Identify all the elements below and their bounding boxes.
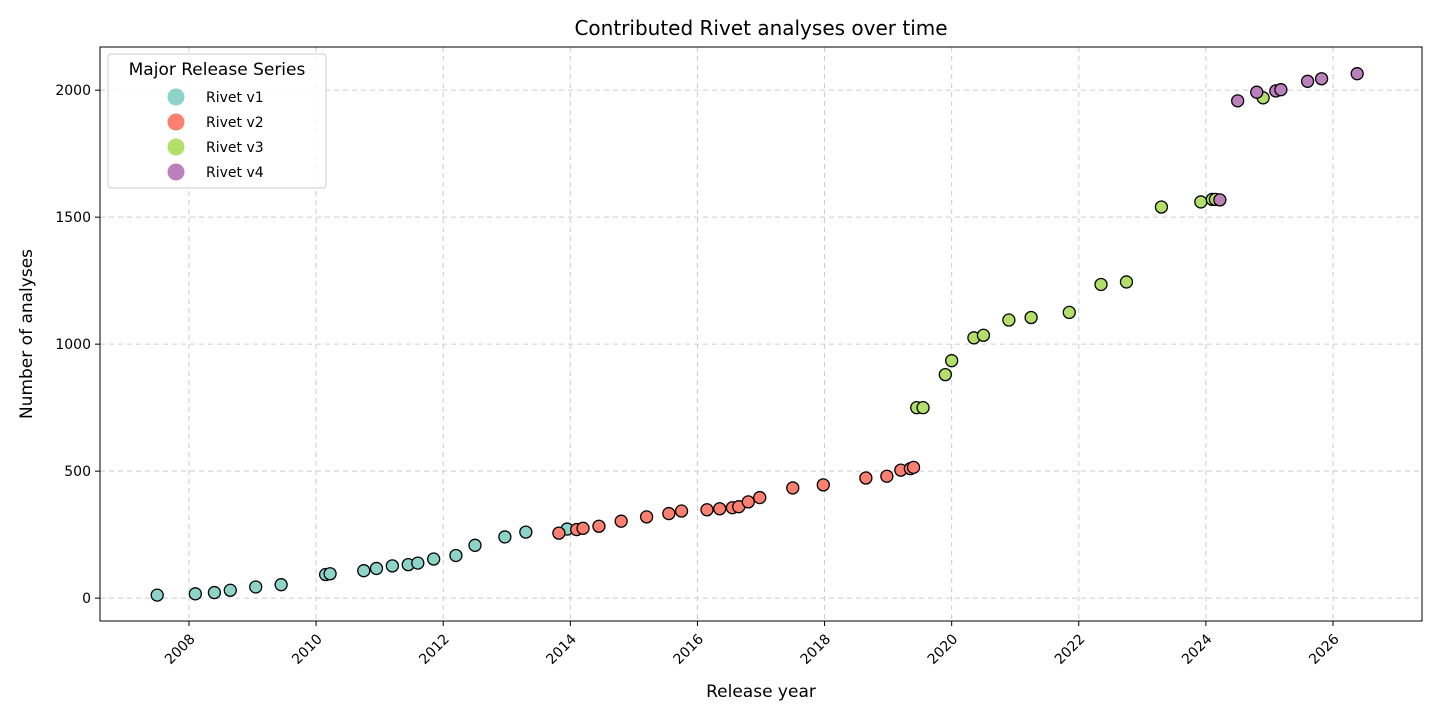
data-point-rivet-v2 bbox=[859, 471, 873, 485]
data-point-rivet-v2 bbox=[592, 519, 606, 533]
data-point-rivet-v2 bbox=[753, 490, 767, 505]
data-point-rivet-v1 bbox=[274, 578, 288, 592]
data-point-rivet-v2 bbox=[906, 460, 921, 474]
data-point-rivet-v1 bbox=[411, 556, 425, 570]
data-point-rivet-v3 bbox=[976, 328, 991, 342]
data-point-rivet-v3 bbox=[1119, 275, 1134, 289]
legend-label: Rivet v1 bbox=[206, 90, 264, 106]
x-tick-label: 2008 bbox=[162, 631, 199, 668]
x-tick-label: 2016 bbox=[671, 631, 708, 668]
data-point-rivet-v3 bbox=[1002, 313, 1016, 327]
legend-title: Major Release Series bbox=[129, 60, 306, 80]
data-point-rivet-v4 bbox=[1213, 193, 1227, 207]
data-point-rivet-v1 bbox=[498, 530, 512, 544]
y-tick-label: 1000 bbox=[55, 337, 91, 353]
data-point-rivet-v1 bbox=[223, 583, 237, 597]
data-point-rivet-v4 bbox=[1350, 67, 1364, 81]
data-point-rivet-v3 bbox=[1094, 277, 1108, 292]
data-point-rivet-v1 bbox=[369, 561, 384, 576]
y-tick-label: 0 bbox=[82, 591, 91, 607]
data-point-rivet-v2 bbox=[662, 506, 676, 521]
chart-title: Contributed Rivet analyses over time bbox=[574, 16, 947, 40]
data-point-rivet-v2 bbox=[713, 502, 727, 516]
legend-marker bbox=[167, 163, 185, 181]
data-point-rivet-v3 bbox=[938, 367, 952, 382]
data-point-rivet-v2 bbox=[576, 521, 590, 535]
data-point-rivet-v1 bbox=[427, 552, 441, 566]
legend-label: Rivet v3 bbox=[206, 140, 264, 156]
data-point-rivet-v1 bbox=[150, 588, 164, 602]
x-axis-label: Release year bbox=[706, 682, 816, 702]
data-point-rivet-v4 bbox=[1300, 74, 1315, 88]
x-tick-label: 2024 bbox=[1179, 631, 1216, 668]
data-point-rivet-v1 bbox=[249, 580, 263, 594]
data-point-rivet-v1 bbox=[188, 587, 202, 601]
data-point-rivet-v2 bbox=[880, 469, 894, 483]
data-point-rivet-v2 bbox=[741, 495, 755, 509]
y-tick-label: 1500 bbox=[55, 210, 91, 226]
data-point-rivet-v1 bbox=[519, 525, 533, 539]
data-point-rivet-v4 bbox=[1274, 83, 1288, 97]
data-point-rivet-v3 bbox=[916, 401, 930, 415]
data-point-rivet-v1 bbox=[449, 548, 463, 563]
data-point-rivet-v1 bbox=[323, 567, 337, 581]
data-point-rivet-v2 bbox=[674, 504, 689, 518]
data-point-rivet-v3 bbox=[1062, 305, 1076, 320]
y-tick-label: 500 bbox=[64, 464, 91, 480]
legend-box bbox=[107, 53, 327, 189]
legend-label: Rivet v2 bbox=[206, 115, 264, 131]
data-point-rivet-v4 bbox=[1314, 72, 1329, 86]
data-point-rivet-v3 bbox=[1024, 310, 1038, 325]
data-point-rivet-v3 bbox=[1154, 200, 1169, 214]
data-point-rivet-v2 bbox=[786, 481, 800, 495]
data-point-rivet-v1 bbox=[468, 538, 482, 552]
x-tick-label: 2020 bbox=[925, 631, 962, 668]
data-point-rivet-v2 bbox=[700, 503, 714, 517]
x-tick-label: 2012 bbox=[416, 631, 453, 668]
y-tick-label: 2000 bbox=[55, 83, 91, 99]
data-point-rivet-v3 bbox=[945, 354, 959, 368]
data-point-rivet-v3 bbox=[1194, 195, 1208, 209]
x-tick-label: 2010 bbox=[289, 631, 326, 668]
legend-label: Rivet v4 bbox=[206, 165, 264, 181]
legend-marker bbox=[167, 88, 185, 106]
data-point-rivet-v1 bbox=[357, 564, 371, 578]
data-point-rivet-v4 bbox=[1231, 94, 1245, 108]
data-point-rivet-v1 bbox=[385, 559, 400, 573]
data-point-rivet-v2 bbox=[816, 478, 830, 492]
data-point-rivet-v1 bbox=[207, 585, 222, 600]
legend-items: Rivet v1 Rivet v2 Rivet v3 Rivet v4 bbox=[167, 88, 264, 181]
points-layer bbox=[150, 67, 1364, 602]
data-point-rivet-v2 bbox=[552, 526, 566, 540]
data-point-rivet-v4 bbox=[1250, 85, 1264, 99]
data-point-rivet-v2 bbox=[639, 510, 654, 524]
x-tick-label: 2014 bbox=[543, 631, 580, 668]
legend-marker bbox=[167, 138, 185, 156]
x-tick-label: 2026 bbox=[1306, 631, 1343, 668]
x-tick-label: 2018 bbox=[798, 631, 835, 668]
legend-marker bbox=[167, 113, 185, 131]
data-point-rivet-v2 bbox=[614, 514, 628, 528]
plot-frame bbox=[99, 46, 1423, 622]
x-tick-label: 2022 bbox=[1052, 631, 1089, 668]
y-axis-label: Number of analyses bbox=[17, 249, 37, 419]
